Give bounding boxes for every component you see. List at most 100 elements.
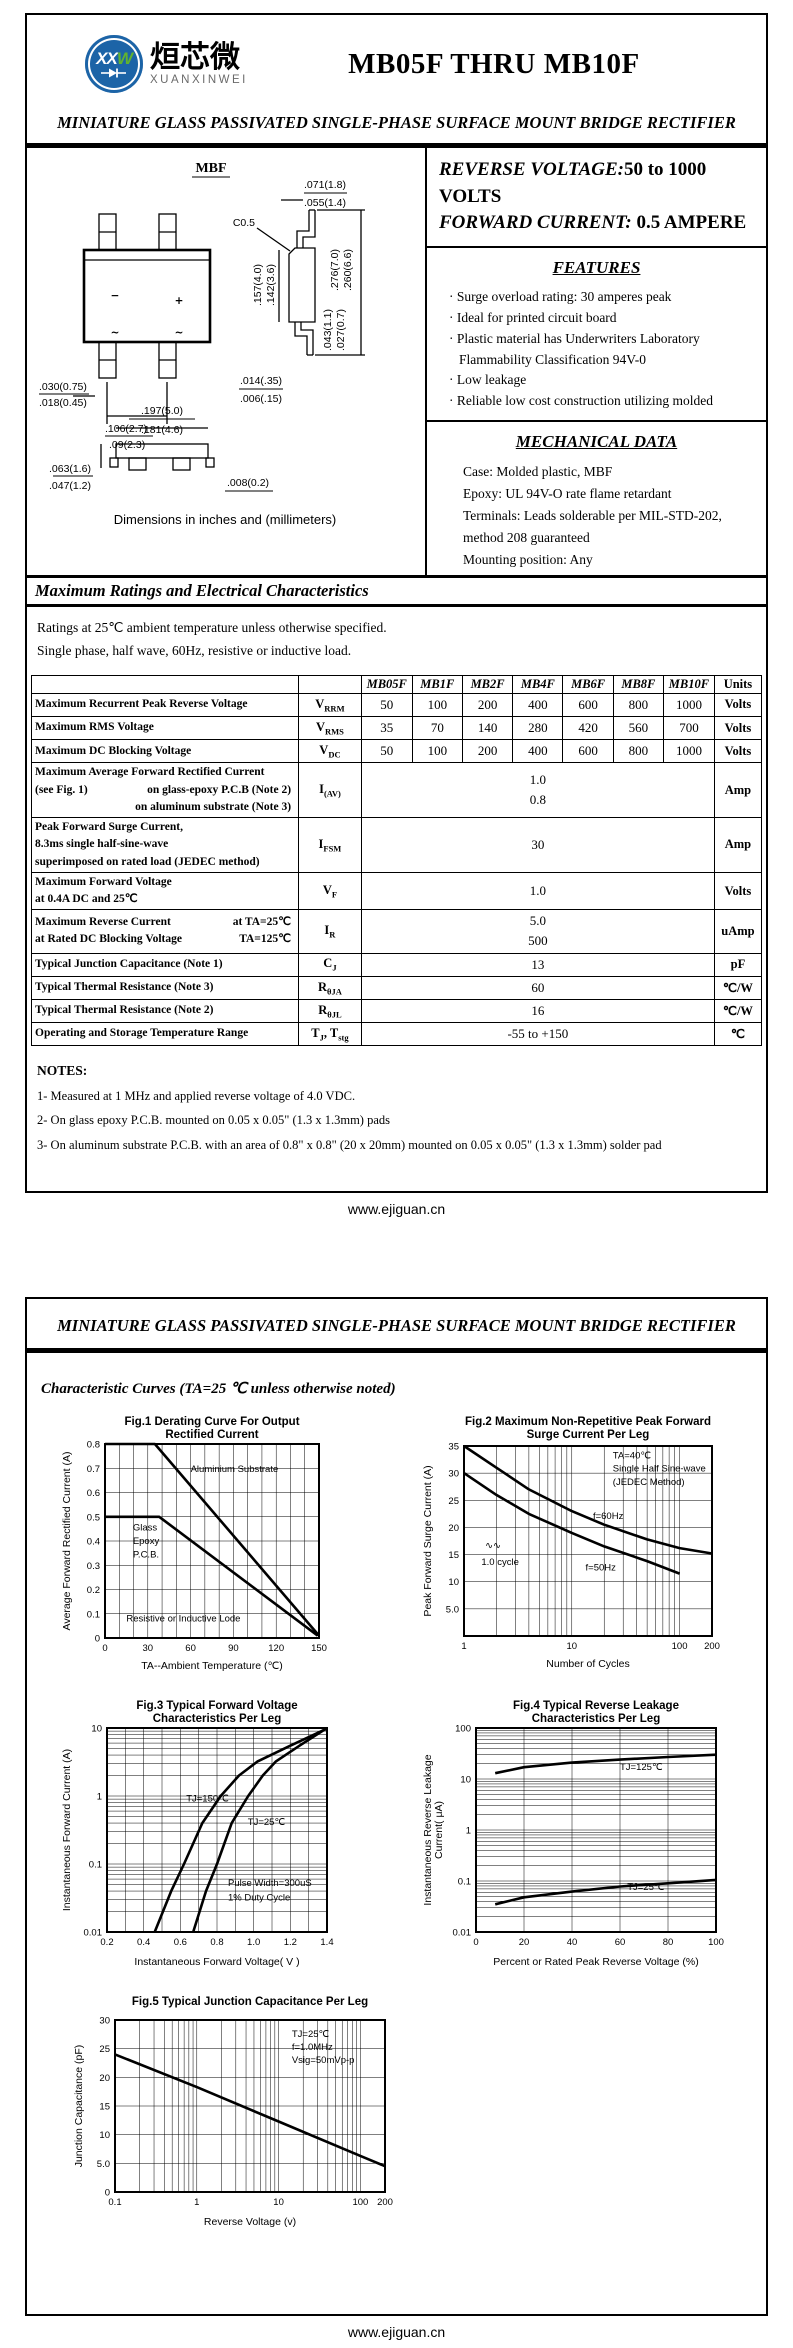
polarity-ac1: ~ xyxy=(111,327,120,339)
svg-text:0.1: 0.1 xyxy=(108,2197,121,2208)
specs-panel: REVERSE VOLTAGE:50 to 1000 VOLTS FORWARD… xyxy=(425,148,766,575)
svg-text:10: 10 xyxy=(99,2130,110,2141)
bullet-icon: · xyxy=(449,372,457,388)
chart-annotation: (JEDEC Method) xyxy=(613,1477,685,1488)
symbol-sub: θJA xyxy=(327,986,342,997)
value-cell: 600 xyxy=(562,692,614,718)
device-column-header: MB10F xyxy=(663,674,715,694)
chart-title: Characteristics Per Leg xyxy=(153,1713,281,1725)
svg-text:10: 10 xyxy=(460,1774,471,1785)
table-row: Typical Junction Capacitance (Note 1) CJ 1… xyxy=(30,952,763,977)
symbol-main: , T xyxy=(323,1025,339,1040)
symbol-main: V xyxy=(315,719,325,734)
value-cell: 1000 xyxy=(663,739,715,764)
bullet-icon: · xyxy=(449,330,457,346)
logo-text: 烜芯微 XUANXINWEI xyxy=(150,42,248,86)
dim-label: .018(0.45) xyxy=(39,397,87,409)
mechanical-data-line: Epoxy: UL 94V-O rate flame retardant xyxy=(463,486,672,502)
chart-row-1: 0 30 60 90 120 150 0 0.1 0.2 0.3 0.4 0.5 0.6 0.7 0.8 Al… xyxy=(61,1414,732,1672)
svg-text:150: 150 xyxy=(311,1643,327,1654)
chart-annotation: Pulse Width=300uS xyxy=(228,1878,312,1889)
company-name-cn: 烜芯微 xyxy=(150,40,240,76)
table-row: Operating and Storage Temperature Range T… xyxy=(30,1021,763,1047)
chart-annotation: Glass xyxy=(133,1522,158,1533)
spanned-value-cell: 13 xyxy=(360,952,715,977)
dim-label: .106(2.7) xyxy=(105,423,147,435)
parameter-cell: Maximum Reverse Current at TA=25℃ at Rated… xyxy=(30,909,300,954)
table-header-row: MB05F MB1F MB2F MB4F MB6F MB8F MB10F Units xyxy=(30,674,763,694)
chart-title: Fig.3 Typical Forward Voltage xyxy=(136,1700,297,1712)
svg-text:1: 1 xyxy=(194,2197,199,2208)
symbol-cell: RθJA xyxy=(298,975,362,1000)
note-line: 2- On glass epoxy P.C.B. mounted on 0.05… xyxy=(37,1113,391,1128)
svg-text:10: 10 xyxy=(566,1641,577,1652)
symbol-cell: RθJL xyxy=(298,998,362,1023)
value-cell: 35 xyxy=(360,715,413,741)
spanned-value-cell: 1.0 xyxy=(360,871,715,911)
symbol-sub: DC xyxy=(328,749,341,760)
dim-label: .276(7.0) xyxy=(329,249,341,291)
features-heading: FEATURES xyxy=(552,257,641,277)
table-row: Typical Thermal Resistance (Note 2) RθJL 1… xyxy=(30,998,763,1023)
parameter-line: Maximum Recurrent Peak Reverse Voltage xyxy=(35,698,248,711)
x-axis-label: Instantaneous Forward Voltage( V ) xyxy=(134,1956,299,1968)
svg-text:20: 20 xyxy=(448,1523,459,1534)
header: XXW 烜芯微 XUANXINWEI MB05F THRU MB10F xyxy=(27,15,766,97)
value-line: 0.8 xyxy=(529,792,546,808)
svg-text:0.2: 0.2 xyxy=(87,1585,100,1596)
symbol-cell: CJ xyxy=(298,952,362,977)
logo-letters: XXW xyxy=(96,48,133,68)
mechanical-list: Case: Molded plastic, MBF Epoxy: UL 94V-O… xyxy=(437,461,756,570)
symbol-main: I xyxy=(318,836,324,851)
package-name-label: MBF xyxy=(195,161,226,176)
ratings-table: MB05F MB1F MB2F MB4F MB6F MB8F MB10F Units Maxim… xyxy=(30,674,763,1047)
parameter-condition: on glass-epoxy P.C.B (Note 2) xyxy=(147,783,292,796)
bullet-icon: · xyxy=(449,288,457,304)
parameter-line: at Rated DC Blocking Voltage TA=125℃ xyxy=(35,931,295,948)
notes-section: NOTES: 1- Measured at 1 MHz and applied … xyxy=(27,1046,766,1191)
y-axis-label: Instantaneous Forward Current (A) xyxy=(61,1749,73,1911)
parameter-line: Peak Forward Surge Current, xyxy=(35,821,183,834)
device-column-header: MB1F xyxy=(411,674,463,694)
spanned-value-cell: 60 xyxy=(360,975,715,1000)
device-column-header: MB6F xyxy=(562,674,614,694)
fig4-reverse-leakage-chart: 0 20 40 60 80 100 0.01 0.1 1 10 100 TJ=125℃ TJ=25℃ Fi… xyxy=(422,1698,732,1968)
x-axis-label: Reverse Voltage (v) xyxy=(204,2216,296,2228)
unit-cell: Volts xyxy=(713,871,763,911)
svg-text:0.3: 0.3 xyxy=(87,1561,100,1572)
dim-label: .071(1.8) xyxy=(304,179,346,191)
part-number-title: MB05F THRU MB10F xyxy=(348,47,640,80)
symbol-sub: R xyxy=(329,929,336,940)
parameter-condition: at TA=25℃ xyxy=(232,916,292,929)
doc-subtitle: MINIATURE GLASS PASSIVATED SINGLE-PHASE … xyxy=(57,113,736,132)
drawing-caption: Dimensions in inches and (millimeters) xyxy=(114,512,337,527)
dim-label: .030(0.75) xyxy=(39,381,87,393)
y-axis-label: Instantaneous Reverse Leakage xyxy=(422,1754,434,1905)
chart-title: Fig.4 Typical Reverse Leakage xyxy=(513,1700,679,1712)
svg-text:35: 35 xyxy=(448,1441,459,1452)
chart-annotation: Vsig=50mVp-p xyxy=(292,2055,355,2066)
curves-title: Characteristic Curves (TA=25 ℃ unless ot… xyxy=(41,1380,396,1397)
spanned-value-cell: 1.0 0.8 xyxy=(360,762,715,819)
fig4-svg: 0 20 40 60 80 100 0.01 0.1 1 10 100 TJ=125℃ TJ=25℃ Fi… xyxy=(422,1700,724,1968)
chart-row-3: 0.1 1 10 100 200 0 5.0 10 15 20 25 30 TJ=25℃ f=1.0MHz… xyxy=(61,1994,732,2228)
value-line: 500 xyxy=(528,933,548,949)
svg-text:0: 0 xyxy=(473,1937,478,1948)
svg-text:100: 100 xyxy=(708,1937,724,1948)
value-cell: 1000 xyxy=(663,692,715,718)
dim-label: C0.5 xyxy=(233,217,255,229)
value-cell: 100 xyxy=(411,692,463,718)
symbol-cell: IFSM xyxy=(298,817,362,873)
package-drawing-panel: MBF xyxy=(27,148,425,575)
feature-item: · Surge overload rating: 30 amperes peak xyxy=(449,288,672,304)
x-axis-label: Number of Cycles xyxy=(546,1658,629,1670)
chart-annotation: Single Half Sine-wave xyxy=(613,1464,706,1475)
parameter-line: Maximum Forward Voltage xyxy=(35,875,172,888)
symbol-sub: θJL xyxy=(327,1009,342,1020)
parameter-cell: Typical Thermal Resistance (Note 2) xyxy=(30,998,300,1023)
y-axis-label: Average Forward Rectified Current (A) xyxy=(61,1451,73,1630)
chart-title: Fig.1 Derating Curve For Output xyxy=(124,1416,299,1428)
svg-text:1: 1 xyxy=(466,1825,471,1836)
value-cell: 70 xyxy=(411,715,463,741)
series-TJ=150℃ xyxy=(153,1727,328,1933)
